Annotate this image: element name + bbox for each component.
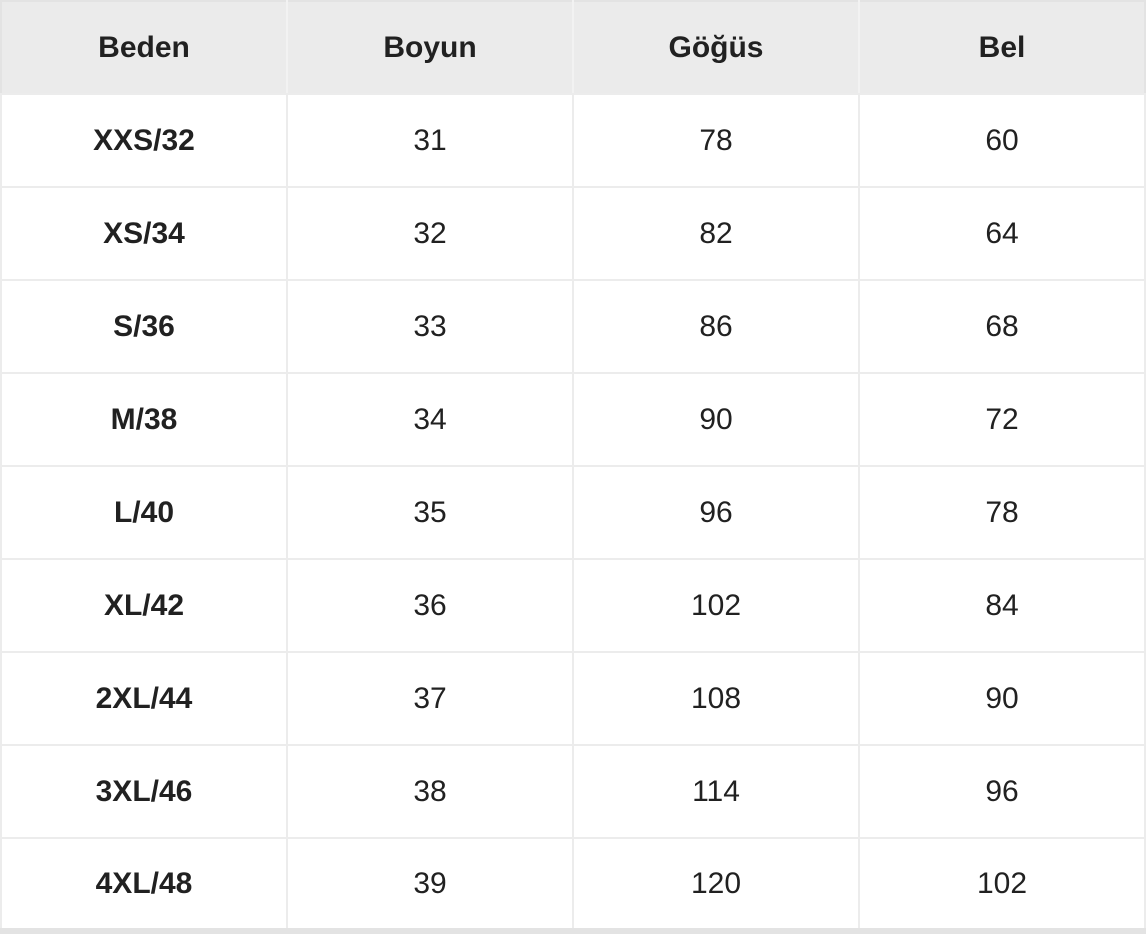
size-label-cell: L/40 [0, 465, 288, 560]
boyun-value-cell: 38 [286, 744, 574, 839]
boyun-value-cell: 33 [286, 279, 574, 374]
bel-value-cell: 96 [858, 744, 1146, 839]
size-label-cell: 2XL/44 [0, 651, 288, 746]
boyun-value-cell: 37 [286, 651, 574, 746]
bel-value-cell: 72 [858, 372, 1146, 467]
column-header-beden: Beden [0, 0, 288, 95]
gogus-value-cell: 78 [572, 93, 860, 188]
gogus-value-cell: 120 [572, 837, 860, 934]
table-row: M/38 34 90 72 [0, 372, 1146, 467]
size-label-cell: S/36 [0, 279, 288, 374]
header-row: Beden Boyun Göğüs Bel [0, 0, 1146, 95]
gogus-value-cell: 86 [572, 279, 860, 374]
boyun-value-cell: 39 [286, 837, 574, 934]
size-label-cell: 4XL/48 [0, 837, 288, 934]
boyun-value-cell: 32 [286, 186, 574, 281]
table-row: 3XL/46 38 114 96 [0, 744, 1146, 839]
bel-value-cell: 68 [858, 279, 1146, 374]
column-header-boyun: Boyun [286, 0, 574, 95]
size-label-cell: XXS/32 [0, 93, 288, 188]
size-label-cell: XL/42 [0, 558, 288, 653]
gogus-value-cell: 90 [572, 372, 860, 467]
gogus-value-cell: 114 [572, 744, 860, 839]
boyun-value-cell: 35 [286, 465, 574, 560]
table-row: L/40 35 96 78 [0, 465, 1146, 560]
bel-value-cell: 60 [858, 93, 1146, 188]
table-row: S/36 33 86 68 [0, 279, 1146, 374]
bel-value-cell: 84 [858, 558, 1146, 653]
bel-value-cell: 90 [858, 651, 1146, 746]
size-label-cell: M/38 [0, 372, 288, 467]
bel-value-cell: 64 [858, 186, 1146, 281]
table-row: 2XL/44 37 108 90 [0, 651, 1146, 746]
table-row: 4XL/48 39 120 102 [0, 837, 1146, 934]
gogus-value-cell: 96 [572, 465, 860, 560]
table-row: XS/34 32 82 64 [0, 186, 1146, 281]
size-label-cell: XS/34 [0, 186, 288, 281]
boyun-value-cell: 31 [286, 93, 574, 188]
column-header-gogus: Göğüs [572, 0, 860, 95]
boyun-value-cell: 34 [286, 372, 574, 467]
bel-value-cell: 78 [858, 465, 1146, 560]
gogus-value-cell: 108 [572, 651, 860, 746]
bel-value-cell: 102 [858, 837, 1146, 934]
size-label-cell: 3XL/46 [0, 744, 288, 839]
gogus-value-cell: 102 [572, 558, 860, 653]
table-row: XL/42 36 102 84 [0, 558, 1146, 653]
column-header-bel: Bel [858, 0, 1146, 95]
table-row: XXS/32 31 78 60 [0, 93, 1146, 188]
gogus-value-cell: 82 [572, 186, 860, 281]
boyun-value-cell: 36 [286, 558, 574, 653]
